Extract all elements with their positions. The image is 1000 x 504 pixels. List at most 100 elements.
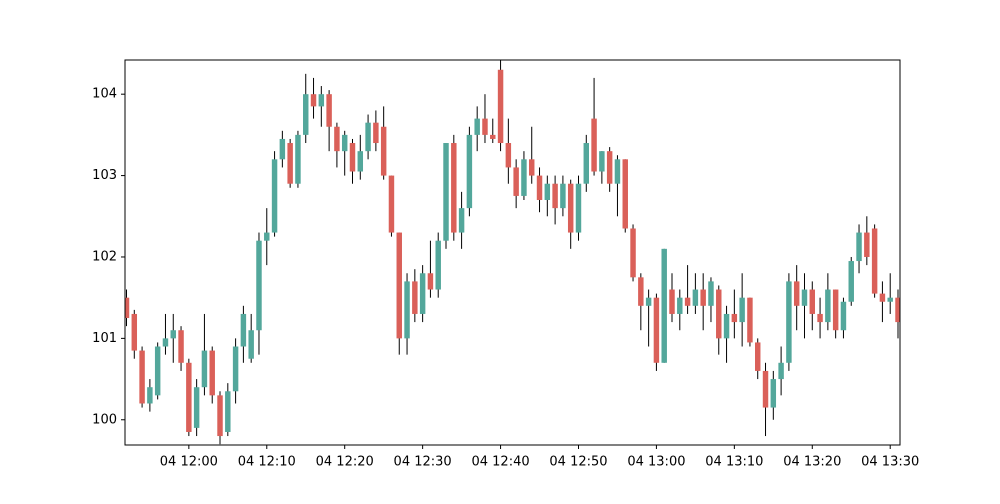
x-tick-label: 04 12:10	[238, 455, 296, 470]
candle-body	[170, 330, 176, 339]
x-tick-label: 04 13:30	[861, 455, 919, 470]
candle-body	[474, 118, 480, 135]
candle-body	[240, 313, 247, 347]
candle-body	[513, 167, 519, 196]
candle-body	[334, 126, 340, 152]
candle-body	[832, 289, 839, 331]
candle-body	[848, 261, 854, 302]
candle-body	[560, 183, 566, 209]
candle-body	[482, 118, 488, 135]
candle-body	[529, 159, 535, 176]
candle-body	[201, 350, 208, 388]
candle-body	[248, 330, 254, 359]
candle-body	[575, 183, 582, 233]
y-tick-label: 100	[92, 412, 117, 427]
candle-body	[583, 143, 590, 184]
candle-body	[638, 277, 644, 306]
candle-body	[279, 138, 286, 160]
candle-body	[708, 281, 714, 306]
candle-body	[490, 134, 496, 139]
candle-body	[162, 338, 169, 347]
candle-body	[209, 350, 215, 396]
candle-body	[505, 143, 512, 168]
candle-body	[186, 362, 192, 432]
candle-body	[373, 122, 379, 144]
candle-body	[536, 175, 543, 200]
candle-body	[310, 94, 317, 107]
candle-body	[684, 297, 691, 306]
candle-body	[606, 151, 613, 184]
candle-body	[125, 297, 130, 319]
candle-body	[809, 289, 816, 314]
x-tick-label: 04 12:30	[394, 455, 452, 470]
candle-body	[700, 289, 706, 306]
x-tick-label: 04 13:20	[783, 455, 841, 470]
candle-body	[723, 313, 730, 339]
candle-body	[669, 289, 675, 314]
candle-body	[887, 297, 893, 302]
candle-body	[739, 297, 745, 323]
candle-body	[256, 240, 262, 331]
candle-body	[131, 313, 138, 351]
candle-body	[591, 118, 597, 172]
candle-body	[295, 134, 301, 184]
candle-body	[326, 94, 332, 127]
candle-body	[388, 175, 395, 233]
candle-body	[365, 122, 371, 152]
candle-body	[856, 232, 862, 262]
candle-body	[645, 297, 652, 306]
candle-body	[731, 313, 738, 323]
candle-body	[232, 346, 239, 392]
candle-body	[692, 289, 699, 306]
candle-body	[840, 301, 847, 331]
candle-body	[264, 232, 270, 241]
x-tick-label: 04 12:20	[316, 455, 374, 470]
candle-body	[178, 330, 184, 363]
candle-body	[793, 281, 800, 306]
candle-body	[427, 273, 434, 290]
candle-body	[271, 159, 278, 233]
candle-body	[614, 159, 621, 184]
candle-body	[303, 94, 309, 135]
candle-body	[341, 134, 348, 152]
y-tick-label: 104	[92, 87, 117, 102]
y-tick-label: 101	[92, 331, 117, 346]
candle-body	[451, 143, 457, 233]
candle-body	[147, 387, 153, 404]
candle-body	[521, 159, 527, 196]
candle-body	[154, 346, 161, 396]
candle-body	[661, 248, 667, 363]
candle-body	[622, 159, 628, 229]
candle-body	[217, 395, 223, 437]
candle-body	[653, 297, 660, 363]
candle-body	[412, 281, 418, 314]
candle-body	[716, 289, 722, 339]
candle-body	[817, 313, 823, 323]
candle-body	[225, 391, 231, 432]
candle-body	[778, 362, 784, 380]
candle-body	[380, 126, 387, 176]
candle-body	[677, 297, 683, 314]
candle-body	[630, 228, 636, 278]
plot-area	[125, 60, 900, 445]
candle-body	[497, 69, 504, 144]
candle-body	[895, 297, 900, 323]
candle-body	[435, 240, 441, 290]
candle-body	[770, 379, 777, 408]
x-tick-label: 04 12:40	[471, 455, 529, 470]
candle-body	[825, 289, 831, 323]
candle-body	[349, 143, 356, 172]
candle-body	[193, 387, 200, 428]
candle-body	[786, 281, 792, 363]
x-tick-label: 04 12:50	[549, 455, 607, 470]
candle-body	[466, 134, 473, 209]
candle-body	[419, 273, 426, 314]
candle-body	[443, 143, 449, 241]
candle-body	[404, 281, 410, 339]
y-tick-label: 103	[92, 168, 117, 183]
y-tick-label: 102	[92, 249, 117, 264]
x-tick-label: 04 12:00	[160, 455, 218, 470]
candle-body	[544, 183, 551, 200]
candle-body	[747, 297, 753, 343]
candle-body	[287, 143, 293, 184]
